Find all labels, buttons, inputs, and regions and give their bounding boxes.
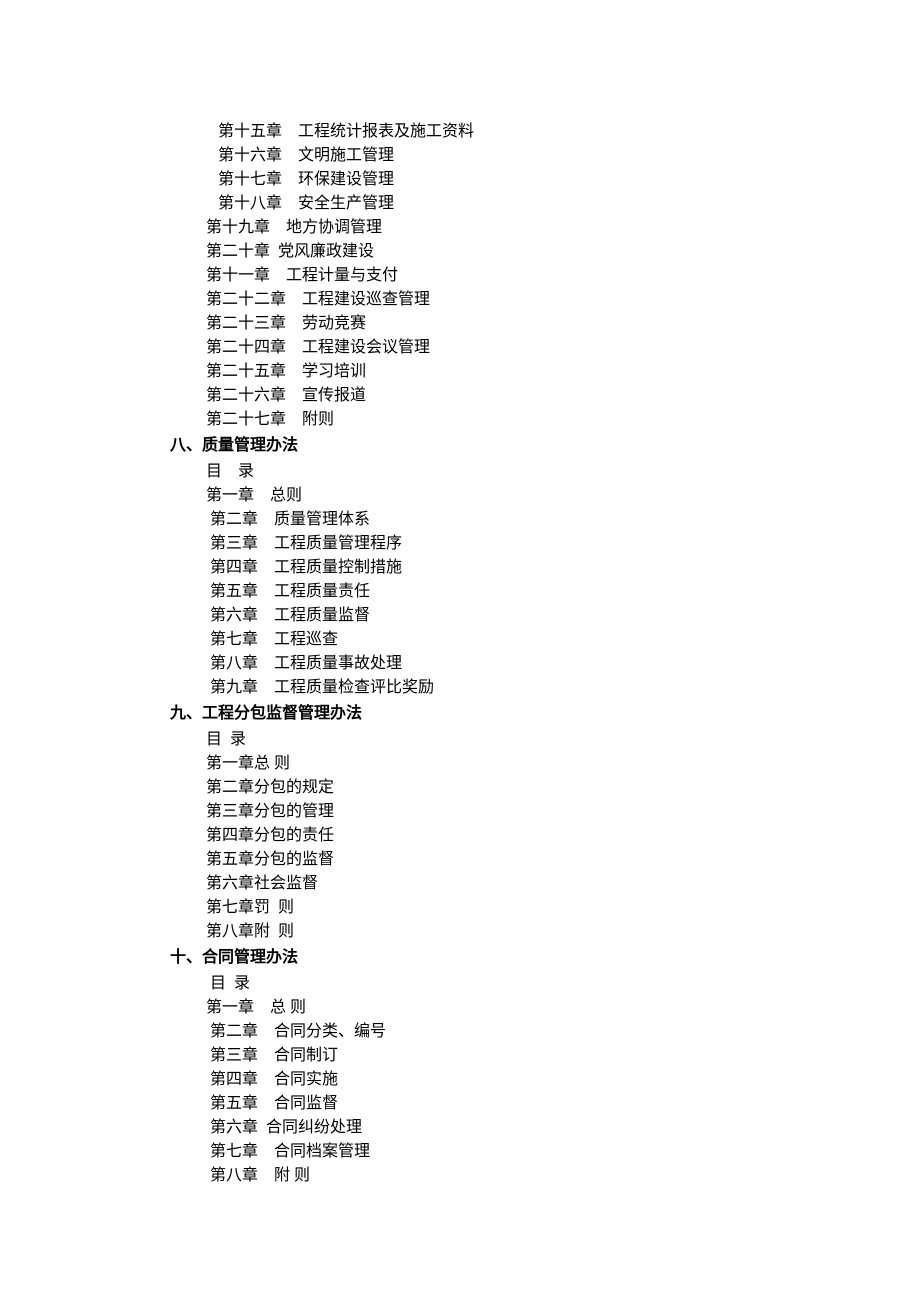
- toc-line: 第十七章 环保建设管理: [170, 168, 750, 192]
- toc-line: 八、质量管理办法: [170, 434, 750, 458]
- toc-line: 第四章 合同实施: [170, 1068, 750, 1092]
- toc-line: 第十九章 地方协调管理: [170, 216, 750, 240]
- toc-line: 第十一章 工程计量与支付: [170, 264, 750, 288]
- toc-line: 第四章分包的责任: [170, 824, 750, 848]
- toc-line: 第六章 合同纠纷处理: [170, 1116, 750, 1140]
- toc-line: 十、合同管理办法: [170, 946, 750, 970]
- toc-line: 第二十三章 劳动竞赛: [170, 312, 750, 336]
- toc-line: 第六章社会监督: [170, 872, 750, 896]
- toc-line: 第十五章 工程统计报表及施工资料: [170, 120, 750, 144]
- toc-line: 第五章 工程质量责任: [170, 580, 750, 604]
- toc-line: 目 录: [170, 728, 750, 752]
- toc-line: 第二十章 党风廉政建设: [170, 240, 750, 264]
- toc-line: 第三章 合同制订: [170, 1044, 750, 1068]
- toc-line: 第五章分包的监督: [170, 848, 750, 872]
- toc-line: 第九章 工程质量检查评比奖励: [170, 676, 750, 700]
- toc-line: 第三章 工程质量管理程序: [170, 532, 750, 556]
- toc-line: 第二十五章 学习培训: [170, 360, 750, 384]
- toc-line: 第二章分包的规定: [170, 776, 750, 800]
- toc-line: 第五章 合同监督: [170, 1092, 750, 1116]
- toc-line: 目 录: [170, 460, 750, 484]
- toc-line: 第二十四章 工程建设会议管理: [170, 336, 750, 360]
- toc-line: 目 录: [170, 972, 750, 996]
- toc-line: 第六章 工程质量监督: [170, 604, 750, 628]
- toc-line: 第十六章 文明施工管理: [170, 144, 750, 168]
- toc-line: 第二十二章 工程建设巡查管理: [170, 288, 750, 312]
- toc-line: 第八章 附 则: [170, 1164, 750, 1188]
- toc-line: 第十八章 安全生产管理: [170, 192, 750, 216]
- toc-line: 第七章 工程巡查: [170, 628, 750, 652]
- toc-line: 第八章附 则: [170, 920, 750, 944]
- toc-line: 第七章 合同档案管理: [170, 1140, 750, 1164]
- toc-line: 第一章 总则: [170, 484, 750, 508]
- toc-line: 第二十六章 宣传报道: [170, 384, 750, 408]
- toc-line: 第一章总 则: [170, 752, 750, 776]
- toc-line: 第八章 工程质量事故处理: [170, 652, 750, 676]
- toc-line: 第二章 合同分类、编号: [170, 1020, 750, 1044]
- toc-line: 第一章 总 则: [170, 996, 750, 1020]
- toc-line: 第二章 质量管理体系: [170, 508, 750, 532]
- toc-line: 第四章 工程质量控制措施: [170, 556, 750, 580]
- toc-line: 九、工程分包监督管理办法: [170, 702, 750, 726]
- document-page: 第十五章 工程统计报表及施工资料 第十六章 文明施工管理 第十七章 环保建设管理…: [170, 120, 750, 1188]
- toc-line: 第二十七章 附则: [170, 408, 750, 432]
- toc-line: 第三章分包的管理: [170, 800, 750, 824]
- toc-line: 第七章罚 则: [170, 896, 750, 920]
